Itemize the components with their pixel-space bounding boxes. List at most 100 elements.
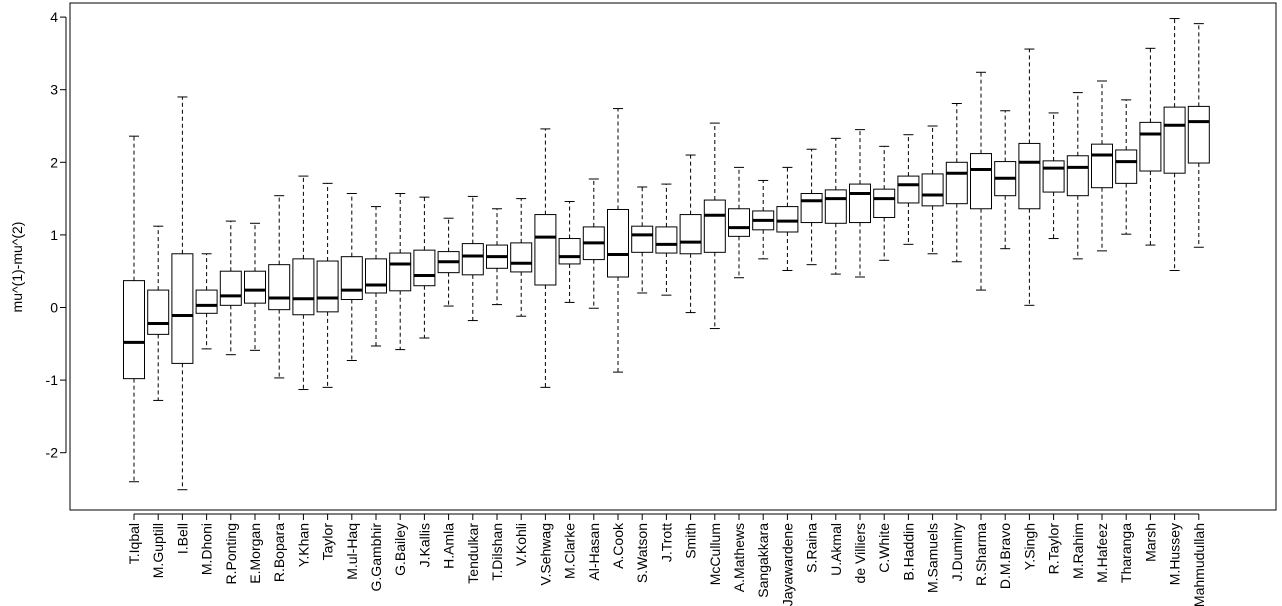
box-mccullum xyxy=(703,122,726,330)
x-tick-label: Marsh xyxy=(1142,523,1158,562)
y-axis-title: mu^(1)-mu^(2) xyxy=(9,222,25,313)
y-tick-label: 3 xyxy=(50,82,58,98)
y-tick-label: -1 xyxy=(46,372,59,388)
x-tick-label: M.ul-Haq xyxy=(344,523,360,580)
x-tick-label: V.Kohli xyxy=(513,523,529,566)
iqr-box xyxy=(123,280,145,380)
box-e-morgan xyxy=(244,222,266,351)
x-tick-label: Y.Singh xyxy=(1021,523,1037,570)
box-m-samuels xyxy=(921,125,944,255)
x-tick-label: J.Duminy xyxy=(949,523,965,581)
iqr-box xyxy=(945,161,968,205)
iqr-box xyxy=(1066,155,1089,197)
box-jayawardene xyxy=(776,166,799,271)
x-tick-label: de Villiers xyxy=(852,523,868,583)
box-tendulkar xyxy=(461,195,484,322)
plot-frame-group xyxy=(69,2,1277,511)
x-tick-label: G.Bailey xyxy=(392,523,408,576)
iqr-box xyxy=(219,270,242,306)
iqr-box xyxy=(534,214,557,286)
box-d-m-bravo xyxy=(994,110,1017,250)
x-tick-label: Tharanga xyxy=(1118,523,1134,583)
x-tick-label: G.Gambhir xyxy=(368,523,384,592)
x-tick-label: Al-Hasan xyxy=(586,523,602,581)
box-t-dilshan xyxy=(486,208,508,306)
iqr-box xyxy=(1115,149,1138,184)
x-tick-label: B.Haddin xyxy=(900,523,916,581)
x-tick-label: M.Guptill xyxy=(150,523,166,578)
iqr-box xyxy=(897,175,920,204)
box-m-dhoni xyxy=(195,253,218,350)
box-r-bopara xyxy=(268,195,291,379)
x-tick-label: H.Amla xyxy=(441,523,457,569)
iqr-box xyxy=(873,188,896,218)
iqr-box xyxy=(800,193,823,224)
iqr-box xyxy=(776,206,799,233)
box-smith xyxy=(679,154,702,314)
box-g-bailey xyxy=(389,193,412,351)
box-r-taylor xyxy=(1042,112,1065,240)
x-tick-label: M.Samuels xyxy=(925,523,941,593)
x-tick-label: U.Akmal xyxy=(828,523,844,576)
box-taylor xyxy=(316,182,339,388)
box-m-hussey xyxy=(1163,18,1186,271)
box-g-gambhir xyxy=(365,206,387,347)
x-tick-label: T.Iqbal xyxy=(126,523,142,564)
x-tick-label: T.Dilshan xyxy=(489,523,505,581)
iqr-box xyxy=(703,199,726,253)
x-tick-label: S.Raina xyxy=(804,523,820,573)
box-v-sehwag xyxy=(534,128,557,388)
plot-frame xyxy=(69,2,1277,511)
x-axis: T.Iqbal M.Guptill I.Bell M.Dhoni R.Ponting E.… xyxy=(126,513,1207,606)
iqr-box xyxy=(1163,106,1186,174)
box-m-ul-haq xyxy=(340,193,363,361)
box-marsh xyxy=(1139,47,1162,246)
iqr-box xyxy=(413,249,436,287)
iqr-box xyxy=(1042,160,1065,193)
x-tick-label: I.Bell xyxy=(174,523,190,554)
x-tick-label: R.Taylor xyxy=(1046,523,1062,575)
box-m-clarke xyxy=(558,201,581,303)
x-tick-label: J.Trott xyxy=(658,523,674,562)
iqr-box xyxy=(389,252,412,292)
x-tick-label: McCullum xyxy=(707,523,723,585)
iqr-box xyxy=(292,258,315,316)
box-m-guptill xyxy=(147,225,170,401)
box-u-akmal xyxy=(824,137,847,275)
iqr-box xyxy=(824,189,847,224)
x-tick-label: A.Mathews xyxy=(731,523,747,592)
x-tick-label: M.Dhoni xyxy=(199,523,215,575)
x-tick-label: R.Sharma xyxy=(973,523,989,586)
box-i-bell xyxy=(171,96,194,491)
box-a-mathews xyxy=(728,166,750,279)
box-sangakkara xyxy=(752,179,775,260)
box-r-sharma xyxy=(970,71,992,291)
iqr-box xyxy=(849,183,871,224)
x-tick-label: R.Ponting xyxy=(223,523,239,584)
box-y-singh xyxy=(1018,48,1041,306)
iqr-box xyxy=(171,253,194,364)
box-s-raina xyxy=(800,148,823,266)
box-y-khan xyxy=(292,175,315,391)
iqr-box xyxy=(1139,121,1162,172)
iqr-box xyxy=(510,242,533,273)
box-s-watson xyxy=(631,186,654,294)
box-m-rahim xyxy=(1066,92,1089,260)
boxes-group xyxy=(123,18,1210,491)
iqr-box xyxy=(268,264,291,311)
box-j-trott xyxy=(655,183,678,296)
x-tick-label: M.Hussey xyxy=(1167,523,1183,585)
x-tick-label: Mahmudullah xyxy=(1191,523,1207,606)
box-tharanga xyxy=(1115,99,1138,235)
y-tick-label: -2 xyxy=(46,445,59,461)
y-tick-label: 0 xyxy=(50,300,58,316)
iqr-box xyxy=(365,258,387,294)
iqr-box xyxy=(970,153,992,210)
box-b-haddin xyxy=(897,134,920,245)
iqr-box xyxy=(558,238,581,265)
x-tick-label: V.Sehwag xyxy=(537,523,553,586)
x-tick-label: A.Cook xyxy=(610,522,626,569)
x-tick-label: Jayawardene xyxy=(779,523,795,606)
x-tick-label: S.Watson xyxy=(634,523,650,583)
